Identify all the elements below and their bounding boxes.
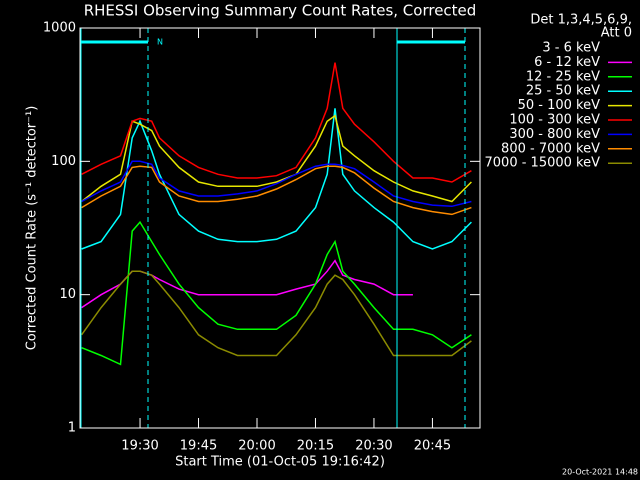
x-tick-label: 20:00 (238, 439, 275, 454)
series-line (81, 165, 472, 216)
y-axis-label: Corrected Count Rate (s⁻¹ detector⁻¹) (25, 106, 40, 351)
legend-label: 100 - 300 keV (509, 113, 600, 128)
series-line (80, 270, 472, 357)
x-axis-label: Start Time (01-Oct-05 19:16:42) (175, 455, 385, 470)
x-tick-label: 20:30 (355, 439, 392, 454)
plot-area (80, 62, 472, 419)
chart-title: RHESSI Observing Summary Count Rates, Co… (84, 2, 477, 20)
x-tick-label: 19:30 (121, 439, 158, 454)
series-line (81, 108, 472, 250)
x-tick-label: 20:15 (297, 439, 334, 454)
annotation: N (157, 38, 163, 47)
x-tick-label: 20:45 (414, 439, 451, 454)
y-tick-label: 1000 (43, 21, 76, 36)
legend-label: 800 - 7000 keV (501, 141, 600, 156)
legend-label: 12 - 25 keV (526, 69, 600, 84)
legend-title: Att 0 (601, 26, 632, 41)
footer: 20-Oct-2021 14:48 (562, 468, 638, 477)
legend-label: 3 - 6 keV (542, 41, 600, 56)
legend-label: 6 - 12 keV (534, 55, 600, 70)
axes-frame (79, 27, 481, 429)
series-line (81, 114, 472, 203)
y-tick-label: 100 (51, 154, 76, 169)
legend-label: 25 - 50 keV (526, 84, 600, 99)
y-tick-label: 1 (68, 421, 76, 436)
series-line (80, 282, 414, 419)
y-tick-label: 10 (59, 287, 76, 302)
series-line (81, 160, 472, 208)
x-tick-label: 19:45 (180, 439, 217, 454)
markers (80, 28, 466, 428)
legend-label: 50 - 100 keV (518, 98, 601, 113)
legend-label: 7000 - 15000 keV (485, 156, 601, 171)
legend-label: 300 - 800 keV (509, 127, 600, 142)
legend-title: Det 1,3,4,5,6,9, (530, 13, 632, 28)
series-line (81, 62, 472, 183)
series-line (81, 220, 472, 366)
